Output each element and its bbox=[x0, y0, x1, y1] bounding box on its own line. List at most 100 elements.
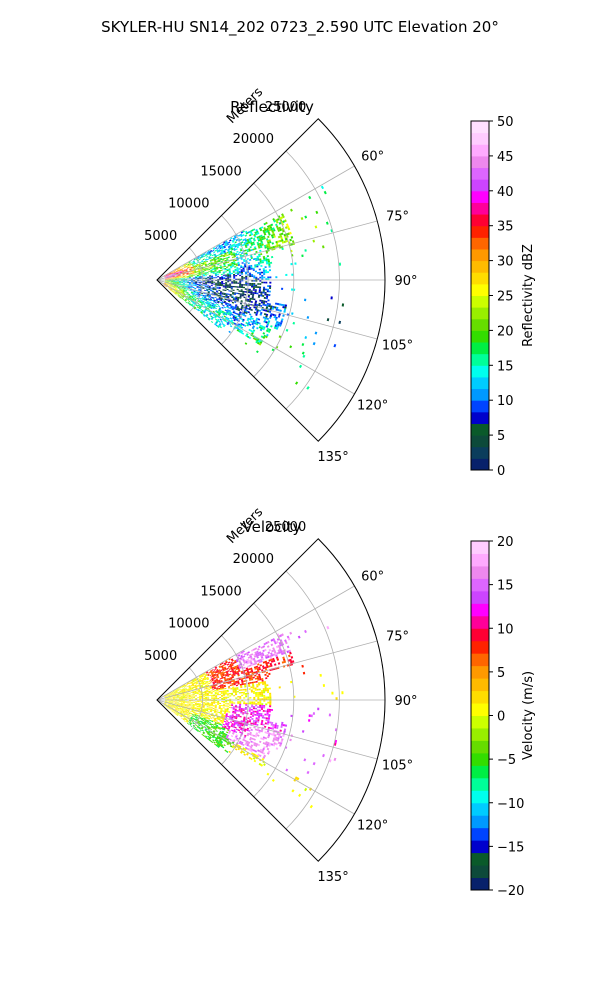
data-cell bbox=[213, 730, 216, 732]
data-cell bbox=[190, 298, 193, 300]
data-cell bbox=[275, 322, 278, 326]
data-cell bbox=[268, 290, 271, 293]
data-cell bbox=[190, 287, 193, 289]
data-cell bbox=[245, 672, 248, 675]
data-cell bbox=[227, 696, 230, 698]
data-cell bbox=[219, 292, 222, 294]
data-cell bbox=[263, 271, 266, 274]
data-cell bbox=[233, 717, 236, 719]
data-cell bbox=[243, 729, 247, 732]
data-cell bbox=[261, 237, 264, 241]
data-cell bbox=[258, 676, 262, 679]
data-cell bbox=[232, 240, 235, 243]
data-cell bbox=[225, 293, 228, 295]
data-cell bbox=[267, 719, 270, 722]
data-cell bbox=[239, 696, 242, 698]
data-cell bbox=[267, 651, 271, 654]
data-cell bbox=[253, 743, 256, 747]
data-cell bbox=[179, 288, 182, 290]
data-cell bbox=[219, 278, 222, 279]
data-cell bbox=[290, 656, 294, 659]
data-cell bbox=[231, 254, 234, 256]
data-cell bbox=[175, 271, 178, 273]
data-cell bbox=[218, 679, 221, 682]
data-cell bbox=[219, 322, 222, 325]
data-cell bbox=[312, 342, 316, 346]
data-cell bbox=[226, 667, 229, 670]
data-cell bbox=[207, 304, 210, 307]
data-cell bbox=[248, 748, 251, 752]
data-cell bbox=[204, 264, 208, 266]
data-cell bbox=[172, 705, 175, 706]
data-cell bbox=[176, 283, 179, 285]
data-cell bbox=[195, 295, 198, 297]
data-cell bbox=[206, 313, 209, 316]
data-cell bbox=[282, 658, 286, 662]
data-cell bbox=[207, 250, 210, 252]
data-cell bbox=[172, 274, 175, 275]
data-cell bbox=[189, 268, 192, 270]
data-cell bbox=[206, 693, 209, 695]
data-cell bbox=[279, 309, 282, 312]
data-cell bbox=[185, 278, 188, 280]
data-cell bbox=[236, 250, 239, 253]
data-cell bbox=[245, 702, 248, 705]
data-cell bbox=[230, 305, 233, 308]
data-cell bbox=[218, 260, 221, 263]
data-cell bbox=[235, 713, 238, 716]
data-cell bbox=[264, 304, 267, 307]
data-cell bbox=[233, 319, 236, 322]
data-cell bbox=[194, 691, 197, 693]
data-cell bbox=[203, 311, 206, 314]
data-cell bbox=[214, 286, 217, 288]
data-cell bbox=[222, 728, 226, 731]
data-cell bbox=[214, 728, 217, 731]
data-cell bbox=[285, 273, 288, 276]
data-cell bbox=[288, 654, 291, 658]
data-cell bbox=[189, 701, 192, 702]
data-cell bbox=[272, 725, 275, 729]
data-cell bbox=[243, 680, 246, 683]
data-cell bbox=[275, 320, 279, 324]
data-cell bbox=[240, 727, 243, 730]
data-cell bbox=[227, 312, 231, 315]
data-cell bbox=[221, 292, 224, 294]
data-cell bbox=[200, 714, 203, 716]
data-cell bbox=[261, 669, 264, 672]
data-cell bbox=[236, 670, 239, 673]
data-cell bbox=[192, 284, 195, 286]
data-cell bbox=[216, 251, 220, 253]
data-cell bbox=[220, 691, 223, 693]
data-cell bbox=[256, 255, 259, 258]
data-cell bbox=[267, 321, 270, 325]
data-cell bbox=[249, 259, 252, 261]
data-cell bbox=[169, 705, 172, 707]
data-cell bbox=[224, 718, 227, 721]
data-cell bbox=[194, 719, 197, 721]
data-cell bbox=[172, 693, 174, 695]
data-cell bbox=[281, 661, 285, 664]
data-cell bbox=[276, 739, 280, 742]
data-cell bbox=[254, 290, 257, 293]
data-cell bbox=[185, 701, 187, 703]
data-cell bbox=[178, 695, 181, 696]
data-cell bbox=[248, 654, 252, 657]
colorbar-swatch bbox=[471, 388, 489, 401]
data-cell bbox=[210, 723, 213, 725]
data-cell bbox=[218, 270, 221, 272]
data-cell bbox=[190, 695, 193, 697]
data-cell bbox=[235, 327, 239, 330]
data-cell bbox=[237, 673, 240, 676]
data-cell bbox=[227, 302, 230, 305]
data-cell bbox=[232, 298, 235, 300]
data-cell bbox=[257, 244, 260, 248]
data-cell bbox=[183, 689, 186, 691]
data-cell bbox=[224, 269, 227, 271]
data-cell bbox=[202, 716, 205, 718]
data-cell bbox=[212, 303, 215, 305]
data-cell bbox=[266, 262, 269, 265]
data-cell bbox=[183, 713, 186, 715]
data-cell bbox=[241, 652, 244, 655]
data-cell bbox=[186, 296, 189, 298]
data-cell bbox=[240, 318, 243, 321]
